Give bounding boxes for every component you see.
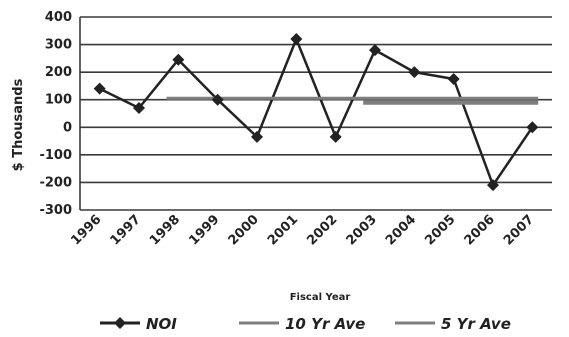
x-axis-label: Fiscal Year: [290, 292, 351, 303]
legend-marker-noi: [114, 317, 126, 329]
noi-point: [329, 130, 342, 143]
y-tick-label: 300: [45, 38, 72, 53]
series-line-noi: [99, 37, 534, 187]
noi-point: [251, 130, 263, 143]
x-tick-label: 2006: [462, 212, 498, 248]
noi-point: [447, 73, 460, 86]
x-tick-label: 2001: [265, 212, 301, 248]
noi-point: [408, 66, 421, 79]
x-tick-label: 1998: [147, 212, 183, 248]
y-tick-label: -300: [39, 203, 72, 218]
x-tick-label: 2007: [501, 212, 537, 248]
y-tick-label: 400: [45, 10, 72, 25]
noi-markers: [93, 33, 539, 192]
noi-point: [526, 121, 539, 134]
y-tick-label: 100: [45, 93, 72, 108]
legend-label-noi: NOI: [146, 315, 177, 333]
y-axis-label: $ Thousands: [11, 78, 26, 171]
noi-point: [172, 53, 185, 66]
noi-point: [487, 179, 499, 192]
noi-point: [290, 33, 303, 46]
series-lines: [99, 37, 539, 187]
noi-point: [93, 82, 106, 95]
noi-point: [369, 44, 381, 57]
y-axis-ticks: 400 300 200 100 0 -100 -200 -300: [39, 10, 72, 218]
y-tick-label: -100: [39, 148, 72, 163]
x-tick-label: 2004: [383, 212, 419, 248]
x-tick-label: 2003: [344, 212, 380, 248]
x-tick-label: 1999: [186, 212, 222, 248]
x-tick-label: 1997: [108, 212, 144, 248]
y-tick-label: 200: [45, 65, 72, 80]
x-tick-label: 2000: [226, 212, 262, 248]
legend-label-10-yr-ave: 10 Yr Ave: [285, 315, 365, 333]
x-tick-label: 1996: [68, 212, 104, 248]
y-tick-label: 0: [63, 120, 72, 135]
legend-label-5-yr-ave: 5 Yr Ave: [441, 315, 511, 333]
legend: NOI 10 Yr Ave 5 Yr Ave: [100, 315, 511, 333]
x-tick-label: 2002: [304, 212, 340, 248]
noi-point: [133, 101, 145, 114]
x-tick-label: 2005: [422, 212, 458, 248]
grid-lines: [79, 16, 552, 211]
noi-point: [211, 93, 224, 106]
y-tick-label: -200: [39, 175, 72, 190]
x-axis-ticks: 1996 1997 1998 1999 2000 2001 2002 2003 2004 2005…: [68, 212, 537, 248]
